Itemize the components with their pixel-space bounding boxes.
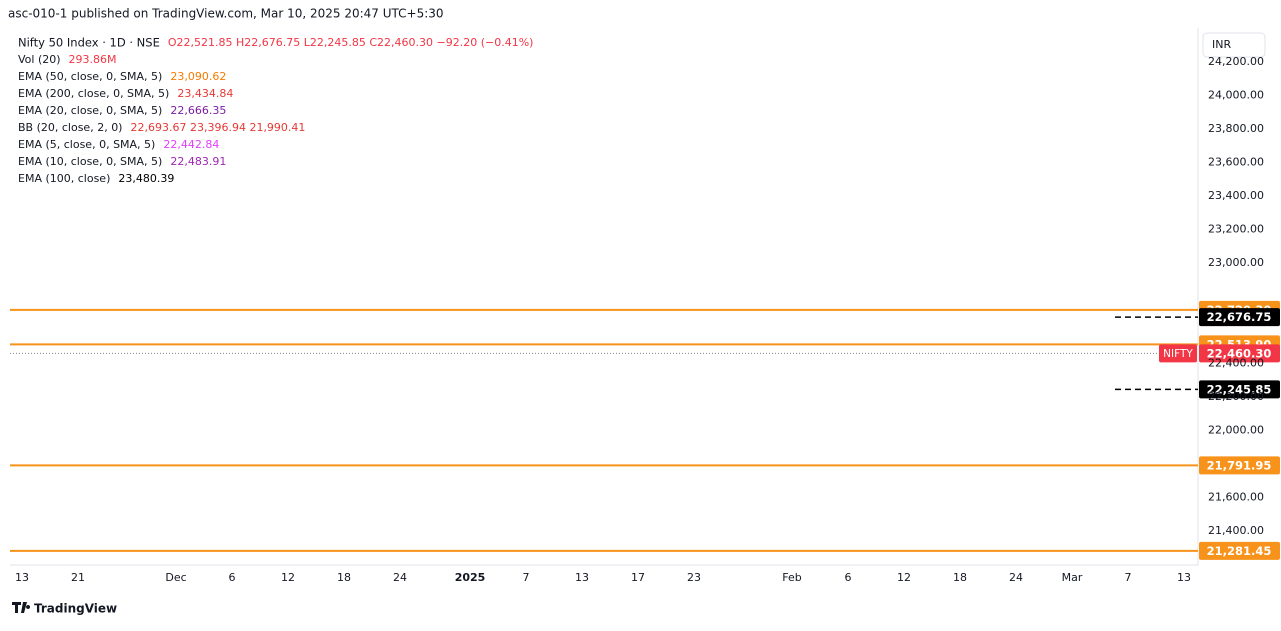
symbol-tag-label: NIFTY (1163, 348, 1193, 360)
currency-box[interactable] (1202, 32, 1266, 58)
legend-value: 22,666.35 (170, 104, 226, 117)
x-tick-label: 18 (953, 571, 967, 584)
price-tag-label: 22,245.85 (1207, 382, 1272, 396)
legend-value: 23,434.84 (177, 87, 233, 100)
x-tick-label: 23 (687, 571, 701, 584)
x-tick-label: 12 (897, 571, 911, 584)
legend-name: EMA (200, close, 0, SMA, 5) (18, 87, 169, 100)
x-tick-label: 12 (281, 571, 295, 584)
x-tick-label: 24 (1009, 571, 1023, 584)
y-tick-label: 21,600.00 (1208, 490, 1264, 503)
y-tick-label: 22,200.00 (1208, 390, 1264, 403)
y-tick-label: 22,000.00 (1208, 423, 1264, 436)
y-tick-label: 24,200.00 (1208, 55, 1264, 68)
price-tag-label: 21,281.45 (1207, 544, 1272, 558)
price-tag-label: 21,791.95 (1207, 458, 1272, 472)
x-tick-label: Dec (165, 571, 186, 584)
price-tag (1199, 308, 1280, 327)
y-tick-label: 22,400.00 (1208, 356, 1264, 369)
x-tick-label: 17 (631, 571, 645, 584)
price-tag (1199, 541, 1280, 560)
legend-name: BB (20, close, 2, 0) (18, 121, 122, 134)
x-tick-label: 7 (523, 571, 530, 584)
legend-value: 22,693.67 23,396.94 21,990.41 (130, 121, 305, 134)
legend-value: 22,442.84 (163, 138, 219, 151)
chart-title: asc-010-1 published on TradingView.com, … (8, 7, 444, 21)
legend-value: O22,521.85 H22,676.75 L22,245.85 C22,460… (168, 36, 534, 49)
legend-value: 293.86M (69, 53, 117, 66)
legend-name: Nifty 50 Index · 1D · NSE (18, 36, 160, 50)
legend-name: EMA (100, close) (18, 172, 110, 185)
footer-brand[interactable]: TradingView (34, 602, 117, 616)
price-tag (1199, 456, 1280, 475)
symbol-tag (1159, 344, 1197, 363)
legend-name: Vol (20) (18, 53, 61, 66)
x-tick-label: 13 (1177, 571, 1191, 584)
legend-name: EMA (5, close, 0, SMA, 5) (18, 138, 155, 151)
legend-value: 23,480.39 (118, 172, 174, 185)
currency: INR (1212, 38, 1231, 51)
x-tick-label: 18 (337, 571, 351, 584)
x-tick-label: 13 (575, 571, 589, 584)
y-tick-label: 23,600.00 (1208, 156, 1264, 169)
x-tick-label: 24 (393, 571, 407, 584)
y-tick-label: 23,000.00 (1208, 256, 1264, 269)
x-tick-label: 2025 (455, 571, 486, 584)
legend-value: 22,483.91 (170, 155, 226, 168)
x-tick-label: 6 (845, 571, 852, 584)
x-tick-label: 7 (1125, 571, 1132, 584)
y-tick-label: 23,800.00 (1208, 122, 1264, 135)
price-tag (1199, 380, 1280, 399)
y-tick-label: 24,000.00 (1208, 89, 1264, 102)
legend-name: EMA (20, close, 0, SMA, 5) (18, 104, 162, 117)
logo-icon (12, 602, 31, 613)
x-tick-label: 13 (15, 571, 29, 584)
x-tick-label: 6 (229, 571, 236, 584)
legend-name: EMA (50, close, 0, SMA, 5) (18, 70, 162, 83)
x-tick-label: Feb (782, 571, 801, 584)
x-tick-label: Mar (1062, 571, 1083, 584)
price-tag-label: 22,460.30 (1207, 346, 1272, 360)
y-tick-label: 21,400.00 (1208, 524, 1264, 537)
y-tick-label: 23,400.00 (1208, 189, 1264, 202)
price-tag-label: 22,676.75 (1207, 310, 1272, 324)
x-tick-label: 21 (71, 571, 85, 584)
price-tag (1199, 344, 1280, 363)
legend-value: 23,090.62 (170, 70, 226, 83)
legend-name: EMA (10, close, 0, SMA, 5) (18, 155, 162, 168)
y-tick-label: 23,200.00 (1208, 223, 1264, 236)
overlay: 22,720.3022,676.7522,513.9022,460.30NIFT… (10, 36, 1280, 560)
